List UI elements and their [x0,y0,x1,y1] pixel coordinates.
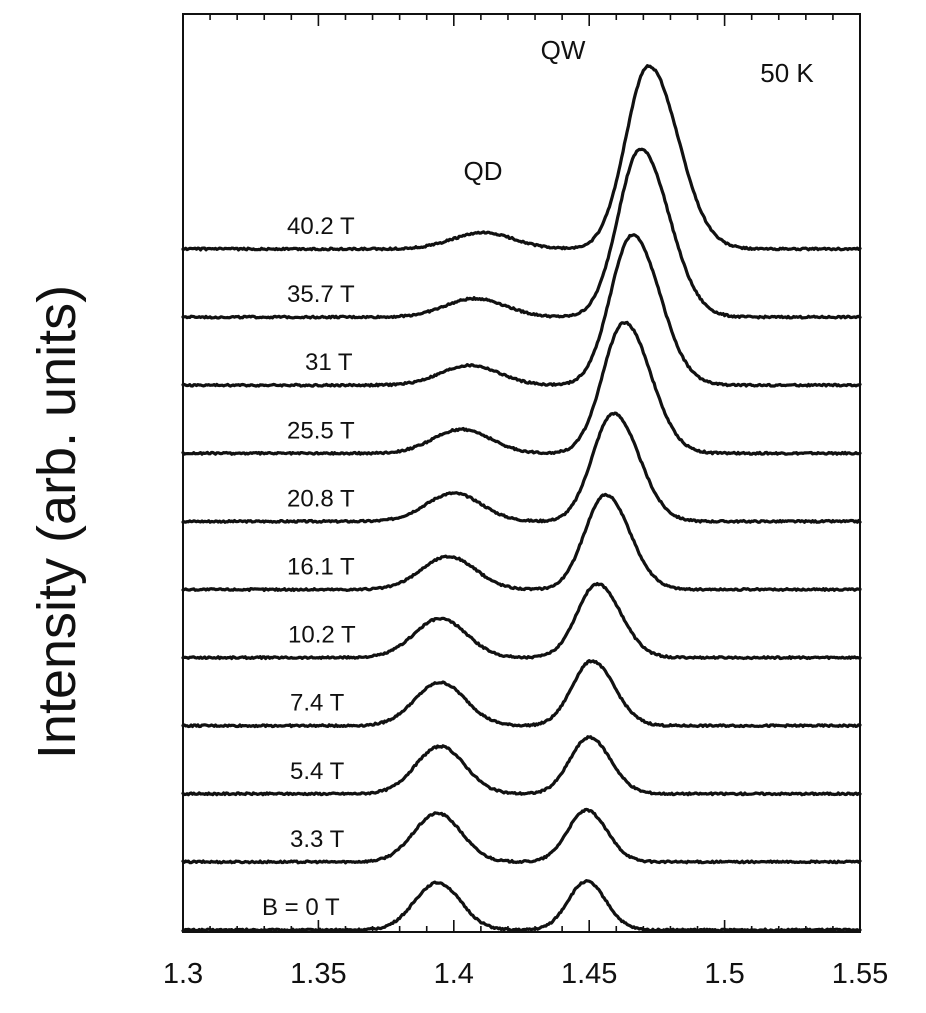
field-label: 7.4 T [290,690,345,717]
x-tick-label: 1.55 [832,958,888,990]
x-tick-label: 1.4 [434,958,474,990]
x-tick-label: 1.35 [290,958,346,990]
field-label: 3.3 T [290,826,345,853]
spectrum-trace [181,659,862,729]
field-label: 35.7 T [287,281,355,308]
field-label: 5.4 T [290,758,345,785]
spectrum-trace [181,147,862,320]
spectrum-trace [181,492,862,592]
field-label: 40.2 T [287,213,355,240]
field-labels: B = 0 T 3.3 T 5.4 T 7.4 T 10.2 T 16.1 T 20.8 T… [262,213,356,921]
qw-peak-label: QW [541,35,586,65]
spectrum-trace [181,582,862,661]
field-label: 16.1 T [287,554,355,581]
field-label: 31 T [305,349,353,376]
x-tick-labels: 1.3 1.35 1.4 1.45 1.5 1.55 [163,958,888,990]
x-tick-label: 1.45 [561,958,617,990]
y-axis-label: Intensity (arb. units) [27,285,87,759]
field-label: 20.8 T [287,485,355,512]
x-tick-label: 1.3 [163,958,203,990]
spectrum-trace [181,879,862,933]
spectrum-trace [181,807,862,865]
traces [181,64,862,933]
spectrum-trace [181,64,862,252]
x-tick-label: 1.5 [704,958,744,990]
field-label: 25.5 T [287,417,355,444]
field-label: 10.2 T [288,622,356,649]
spectrum-trace [181,411,862,524]
qd-peak-label: QD [464,156,503,186]
temperature-label: 50 K [760,58,814,88]
spectrum-trace [181,233,862,388]
field-label: B = 0 T [262,894,340,921]
spectrum-trace [181,735,862,797]
spectrum-trace [181,320,862,456]
